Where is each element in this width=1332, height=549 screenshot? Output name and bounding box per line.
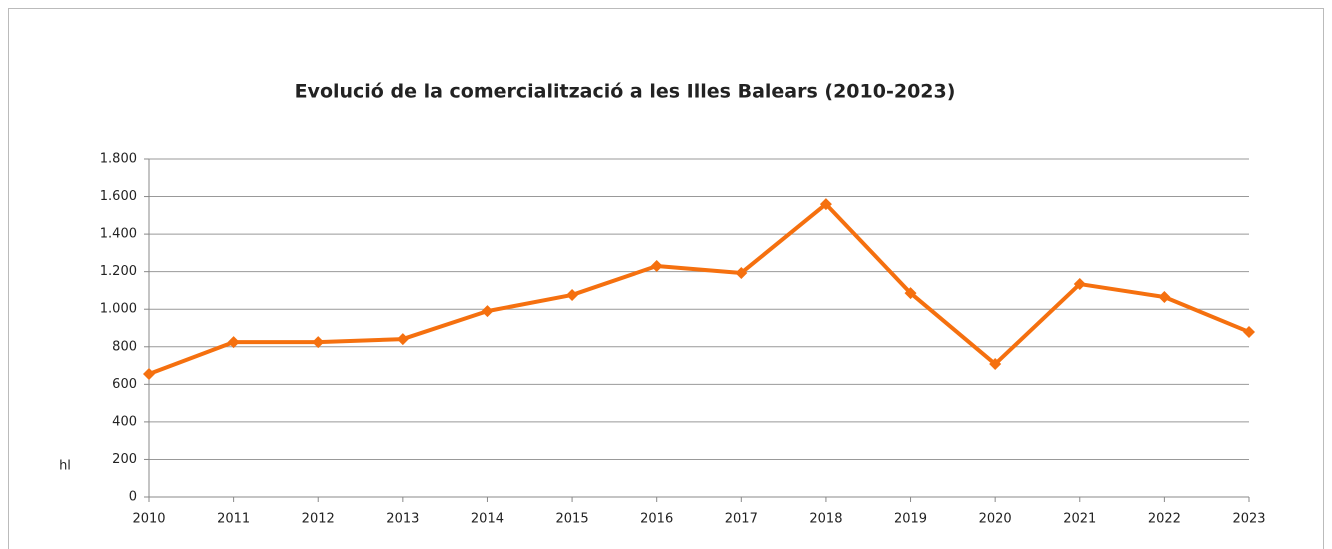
series-line (148, 202, 1250, 376)
data-point (1073, 278, 1086, 291)
x-tick-label: 2018 (809, 512, 842, 527)
y-tick-label: 0 (129, 490, 137, 505)
y-tick-label: 400 (112, 414, 137, 429)
y-tick-label: 200 (112, 452, 137, 467)
chart-title: Evolució de la comercialització a les Il… (295, 81, 956, 103)
data-point (227, 336, 240, 349)
data-point (481, 305, 494, 318)
data-point (396, 333, 409, 346)
data-point (143, 368, 155, 381)
x-tick-label: 2019 (894, 512, 927, 527)
x-tick-label: 2012 (302, 512, 335, 527)
x-tick-label: 2022 (1148, 512, 1181, 527)
x-tick-label: 2015 (556, 512, 589, 527)
y-tick-label: 800 (112, 339, 137, 354)
x-tick-label: 2023 (1232, 512, 1265, 527)
y-tick-label: 1.400 (100, 227, 137, 242)
data-point (566, 288, 579, 301)
x-tick-label: 2014 (471, 512, 504, 527)
y-tick-label: 1.800 (100, 152, 137, 167)
data-point (1158, 291, 1171, 304)
data-point (312, 336, 325, 349)
data-point (735, 266, 748, 279)
x-tick-label: 2020 (979, 512, 1012, 527)
y-tick-label: 1.600 (100, 189, 137, 204)
data-point (650, 260, 663, 273)
x-tick-label: 2016 (640, 512, 673, 527)
chart-frame (8, 8, 1324, 549)
x-tick-label: 2017 (725, 512, 758, 527)
y-tick-label: 600 (112, 377, 137, 392)
x-tick-label: 2021 (1063, 512, 1096, 527)
x-tick-label: 2010 (132, 512, 165, 527)
y-axis-label: hl (59, 459, 71, 474)
y-tick-label: 1.200 (100, 264, 137, 279)
x-tick-label: 2011 (217, 512, 250, 527)
data-point (989, 358, 1002, 371)
data-point (819, 198, 832, 211)
data-point (1243, 325, 1255, 338)
y-tick-label: 1.000 (100, 302, 137, 317)
x-tick-label: 2013 (386, 512, 419, 527)
data-point (904, 287, 917, 300)
